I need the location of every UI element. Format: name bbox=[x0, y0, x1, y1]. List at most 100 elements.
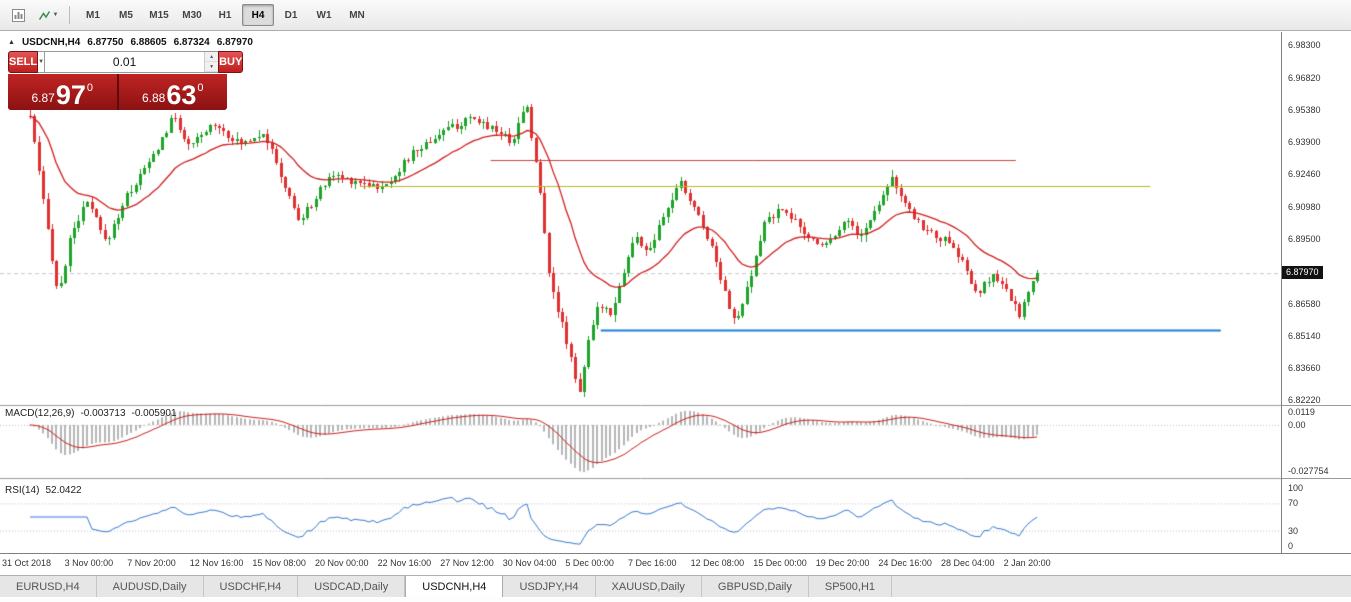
time-label: 28 Dec 04:00 bbox=[941, 558, 995, 568]
top-toolbar: ▼ M1 M5 M15 M30 H1 H4 D1 W1 MN bbox=[0, 0, 1351, 31]
rsi-scale-label: 70 bbox=[1288, 498, 1299, 509]
chart-marker-icon: ▲ bbox=[8, 39, 15, 46]
price-scale-label: 6.82220 bbox=[1288, 395, 1321, 406]
quote-low: 6.87324 bbox=[173, 37, 210, 48]
tab-gbpusd-daily[interactable]: GBPUSD,Daily bbox=[702, 576, 809, 597]
volume-field: ▲ ▼ bbox=[45, 51, 219, 73]
timeframe-bar: M1 M5 M15 M30 H1 H4 D1 W1 MN bbox=[77, 4, 373, 26]
line-study-icon bbox=[38, 10, 50, 20]
time-label: 30 Nov 04:00 bbox=[502, 558, 557, 568]
tab-usdjpy-h4[interactable]: USDJPY,H4 bbox=[503, 576, 596, 597]
time-label: 19 Dec 20:00 bbox=[815, 558, 870, 568]
bar-chart-icon bbox=[11, 8, 25, 22]
timeframe-w1[interactable]: W1 bbox=[316, 9, 332, 21]
volume-increment-button[interactable]: ▲ bbox=[205, 52, 219, 62]
timeframe-m30[interactable]: M30 bbox=[182, 9, 202, 21]
macd-title: MACD(12,26,9) -0.003713 -0.005901 bbox=[5, 408, 177, 419]
price-scale-label: 6.85140 bbox=[1288, 330, 1321, 341]
price-scale-label: 6.89500 bbox=[1288, 234, 1321, 245]
sell-price-button[interactable]: 6.87 97 0 bbox=[8, 74, 117, 110]
rsi-value: 52.0422 bbox=[45, 485, 82, 496]
tab-eurusd-h4[interactable]: EURUSD,H4 bbox=[0, 576, 97, 597]
time-label: 12 Nov 16:00 bbox=[189, 558, 244, 568]
tab-xauusd-daily[interactable]: XAUUSD,Daily bbox=[596, 576, 702, 597]
time-label: 7 Nov 20:00 bbox=[127, 558, 176, 568]
price-scale-label: 6.98300 bbox=[1288, 40, 1321, 51]
rsi-scale-label: 0 bbox=[1288, 541, 1294, 551]
chart-tab-bar: EURUSD,H4 AUDUSD,Daily USDCHF,H4 USDCAD,Dai… bbox=[0, 575, 1351, 597]
toolbar-separator bbox=[69, 6, 70, 24]
scale-separator-macd bbox=[1282, 405, 1351, 406]
buy-price-button[interactable]: 6.88 63 0 bbox=[118, 74, 227, 110]
quote-symbol: USDCNH,H4 bbox=[21, 37, 81, 48]
time-label: 15 Dec 00:00 bbox=[753, 558, 807, 568]
time-label: 15 Nov 08:00 bbox=[252, 558, 306, 568]
chart-window-icon[interactable] bbox=[4, 3, 32, 27]
price-scale-label: 6.95380 bbox=[1288, 104, 1321, 115]
trade-panel-prices: 6.87 97 0 6.88 63 0 bbox=[8, 74, 227, 110]
time-label: 3 Nov 00:00 bbox=[64, 558, 114, 568]
tab-audusd-daily[interactable]: AUDUSD,Daily bbox=[97, 576, 204, 597]
current-price-tag: 6.87970 bbox=[1282, 266, 1323, 280]
volume-input[interactable] bbox=[45, 52, 205, 72]
trade-panel-controls: SELL ▼ ▲ ▼ BUY bbox=[8, 51, 244, 73]
sell-button[interactable]: SELL bbox=[8, 51, 39, 73]
price-scale-label: 6.90980 bbox=[1288, 201, 1321, 212]
rsi-scale-label: 30 bbox=[1288, 525, 1299, 536]
status-strip bbox=[0, 597, 1351, 602]
time-label: 12 Dec 08:00 bbox=[690, 558, 745, 568]
tab-usdcad-daily[interactable]: USDCAD,Daily bbox=[298, 576, 406, 597]
tab-usdchf-h4[interactable]: USDCHF,H4 bbox=[204, 576, 299, 597]
volume-dropdown-button[interactable]: ▼ bbox=[38, 51, 46, 73]
timeframe-d1[interactable]: D1 bbox=[284, 9, 298, 21]
time-label: 5 Dec 00:00 bbox=[565, 558, 614, 568]
macd-signal-value: -0.005901 bbox=[131, 408, 177, 419]
time-label: 31 Oct 2018 bbox=[2, 558, 52, 568]
macd-scale-label: 0.00 bbox=[1288, 419, 1306, 430]
quote-line: ▲ USDCNH,H4 6.87750 6.88605 6.87324 6.87… bbox=[8, 37, 253, 48]
quote-open: 6.87750 bbox=[87, 37, 124, 48]
tab-usdcnh-h4[interactable]: USDCNH,H4 bbox=[405, 576, 504, 597]
time-label: 2 Jan 20:00 bbox=[1003, 558, 1051, 568]
rsi-scale-label: 100 bbox=[1288, 483, 1304, 493]
price-scale-label: 6.86580 bbox=[1288, 298, 1321, 309]
timeframe-m15[interactable]: M15 bbox=[149, 9, 169, 21]
volume-steppers: ▲ ▼ bbox=[204, 52, 219, 72]
time-label: 20 Nov 00:00 bbox=[315, 558, 369, 568]
timeframe-h1[interactable]: H1 bbox=[218, 9, 232, 21]
ask-big-digits: 63 bbox=[166, 80, 197, 110]
time-label: 22 Nov 16:00 bbox=[377, 558, 432, 568]
price-scale-label: 6.96820 bbox=[1288, 72, 1321, 83]
time-label: 24 Dec 16:00 bbox=[878, 558, 932, 568]
ask-prefix: 6.88 bbox=[141, 91, 166, 105]
bid-prefix: 6.87 bbox=[31, 91, 55, 105]
one-click-trade-panel: SELL ▼ ▲ ▼ BUY 6.87 97 0 6.88 63 0 bbox=[8, 51, 244, 110]
caret-down-icon: ▼ bbox=[52, 12, 59, 18]
bid-big-digits: 97 bbox=[55, 80, 86, 110]
time-label: 7 Dec 16:00 bbox=[628, 558, 677, 568]
price-scale[interactable]: 6.87970 6.98300 6.96820 6.95380 6.93900 6.92… bbox=[1281, 32, 1351, 553]
bid-pipette: 0 bbox=[86, 82, 94, 94]
rsi-title: RSI(14) 52.0422 bbox=[5, 485, 82, 496]
macd-name: MACD(12,26,9) bbox=[5, 408, 75, 419]
price-scale-label: 6.83660 bbox=[1288, 363, 1321, 374]
timeframe-m1[interactable]: M1 bbox=[86, 9, 100, 21]
tab-sp500-h1[interactable]: SP500,H1 bbox=[809, 576, 893, 597]
macd-main-value: -0.003713 bbox=[80, 408, 126, 419]
price-scale-label: 6.92460 bbox=[1288, 168, 1321, 179]
macd-scale-label: -0.027754 bbox=[1288, 466, 1329, 476]
rsi-name: RSI(14) bbox=[5, 485, 40, 496]
quote-close: 6.87970 bbox=[216, 37, 253, 48]
price-scale-label: 6.93900 bbox=[1288, 137, 1321, 148]
volume-decrement-button[interactable]: ▼ bbox=[205, 62, 219, 72]
ask-pipette: 0 bbox=[197, 82, 204, 94]
buy-button[interactable]: BUY bbox=[218, 51, 244, 73]
time-axis[interactable]: 31 Oct 2018 3 Nov 00:00 7 Nov 20:00 12 Nov … bbox=[0, 553, 1351, 576]
time-label: 27 Nov 12:00 bbox=[440, 558, 494, 568]
scale-separator-rsi bbox=[1282, 478, 1351, 479]
timeframe-m5[interactable]: M5 bbox=[119, 9, 133, 21]
timeframe-mn[interactable]: MN bbox=[349, 9, 365, 21]
quote-high: 6.88605 bbox=[130, 37, 167, 48]
timeframe-h4[interactable]: H4 bbox=[242, 4, 274, 26]
indicators-menu-icon[interactable]: ▼ bbox=[34, 3, 62, 27]
